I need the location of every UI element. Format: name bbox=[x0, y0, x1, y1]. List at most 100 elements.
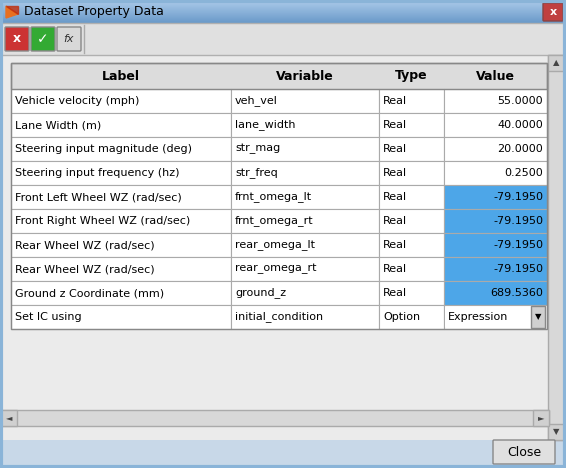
Text: Real: Real bbox=[383, 120, 407, 130]
Bar bbox=[1, 7, 565, 8]
Bar bbox=[445, 307, 530, 327]
Text: Option: Option bbox=[383, 312, 420, 322]
Bar bbox=[1, 410, 549, 426]
Text: Real: Real bbox=[383, 264, 407, 274]
Bar bbox=[444, 233, 547, 257]
Text: ▼: ▼ bbox=[553, 427, 559, 437]
Bar bbox=[231, 161, 379, 185]
Bar bbox=[1, 14, 565, 15]
Text: Variable: Variable bbox=[276, 70, 334, 82]
Bar bbox=[11, 233, 231, 257]
Text: ground_z: ground_z bbox=[235, 287, 286, 299]
Bar bbox=[1, 15, 565, 16]
Bar bbox=[444, 185, 547, 209]
Text: Vehicle velocity (mph): Vehicle velocity (mph) bbox=[15, 96, 139, 106]
Bar bbox=[1, 2, 565, 3]
Bar bbox=[533, 410, 549, 426]
Bar bbox=[231, 137, 379, 161]
Bar bbox=[11, 305, 231, 329]
Bar bbox=[379, 233, 444, 257]
Text: 20.0000: 20.0000 bbox=[498, 144, 543, 154]
Text: ▲: ▲ bbox=[553, 58, 559, 67]
Text: str_freq: str_freq bbox=[235, 168, 278, 178]
Text: Lane Width (m): Lane Width (m) bbox=[15, 120, 101, 130]
Bar bbox=[548, 55, 564, 71]
Bar bbox=[379, 305, 444, 329]
Bar bbox=[379, 89, 444, 113]
Bar bbox=[1, 12, 565, 13]
Bar bbox=[1, 13, 565, 14]
Bar bbox=[231, 233, 379, 257]
Bar bbox=[1, 6, 565, 7]
FancyBboxPatch shape bbox=[543, 3, 563, 21]
Text: ►: ► bbox=[538, 414, 544, 423]
Text: frnt_omega_lt: frnt_omega_lt bbox=[235, 191, 312, 203]
Text: Front Right Wheel WZ (rad/sec): Front Right Wheel WZ (rad/sec) bbox=[15, 216, 190, 226]
Text: str_mag: str_mag bbox=[235, 144, 280, 154]
Bar bbox=[11, 161, 231, 185]
Bar bbox=[444, 305, 547, 329]
Bar bbox=[11, 89, 231, 113]
Bar bbox=[1, 1, 565, 2]
Text: -79.1950: -79.1950 bbox=[493, 216, 543, 226]
Bar bbox=[1, 20, 565, 21]
Bar bbox=[231, 113, 379, 137]
Text: Value: Value bbox=[476, 70, 515, 82]
Bar bbox=[444, 209, 547, 233]
FancyBboxPatch shape bbox=[493, 440, 555, 464]
Text: x: x bbox=[13, 32, 21, 45]
Text: Real: Real bbox=[383, 144, 407, 154]
Text: Real: Real bbox=[383, 168, 407, 178]
FancyBboxPatch shape bbox=[57, 27, 81, 51]
Text: Type: Type bbox=[395, 70, 428, 82]
Bar bbox=[11, 63, 547, 89]
Text: Rear Wheel WZ (rad/sec): Rear Wheel WZ (rad/sec) bbox=[15, 240, 155, 250]
Text: Expression: Expression bbox=[448, 312, 508, 322]
Bar bbox=[1, 16, 565, 17]
Text: lane_width: lane_width bbox=[235, 119, 295, 131]
Bar bbox=[444, 257, 547, 281]
Text: frnt_omega_rt: frnt_omega_rt bbox=[235, 216, 314, 227]
Bar bbox=[1, 23, 565, 55]
Text: Set IC using: Set IC using bbox=[15, 312, 82, 322]
Bar bbox=[379, 281, 444, 305]
Bar bbox=[231, 209, 379, 233]
Text: Front Left Wheel WZ (rad/sec): Front Left Wheel WZ (rad/sec) bbox=[15, 192, 182, 202]
Polygon shape bbox=[6, 6, 18, 14]
Bar bbox=[379, 137, 444, 161]
Bar bbox=[1, 5, 565, 6]
Bar bbox=[11, 281, 231, 305]
Bar bbox=[1, 9, 565, 10]
Text: Real: Real bbox=[383, 192, 407, 202]
Bar bbox=[231, 89, 379, 113]
Text: 689.5360: 689.5360 bbox=[490, 288, 543, 298]
Bar bbox=[11, 113, 231, 137]
Bar bbox=[11, 63, 547, 329]
Text: Real: Real bbox=[383, 288, 407, 298]
Bar bbox=[1, 22, 565, 23]
Bar bbox=[231, 185, 379, 209]
Bar bbox=[11, 257, 231, 281]
Text: -79.1950: -79.1950 bbox=[493, 192, 543, 202]
Bar bbox=[444, 137, 547, 161]
Bar bbox=[379, 113, 444, 137]
Text: Steering input frequency (hz): Steering input frequency (hz) bbox=[15, 168, 179, 178]
Text: ▼: ▼ bbox=[535, 313, 541, 322]
Text: Ground z Coordinate (mm): Ground z Coordinate (mm) bbox=[15, 288, 164, 298]
Bar bbox=[1, 19, 565, 20]
Text: 0.2500: 0.2500 bbox=[504, 168, 543, 178]
Bar bbox=[444, 89, 547, 113]
Text: ◄: ◄ bbox=[6, 414, 12, 423]
Text: initial_condition: initial_condition bbox=[235, 312, 323, 322]
Bar bbox=[444, 161, 547, 185]
Bar bbox=[1, 18, 565, 19]
Text: veh_vel: veh_vel bbox=[235, 95, 278, 106]
Text: -79.1950: -79.1950 bbox=[493, 240, 543, 250]
Polygon shape bbox=[6, 6, 18, 18]
Text: rear_omega_lt: rear_omega_lt bbox=[235, 240, 315, 250]
Text: rear_omega_rt: rear_omega_rt bbox=[235, 264, 316, 274]
Text: Real: Real bbox=[383, 240, 407, 250]
Bar bbox=[11, 63, 547, 89]
Text: Rear Wheel WZ (rad/sec): Rear Wheel WZ (rad/sec) bbox=[15, 264, 155, 274]
FancyBboxPatch shape bbox=[5, 27, 29, 51]
